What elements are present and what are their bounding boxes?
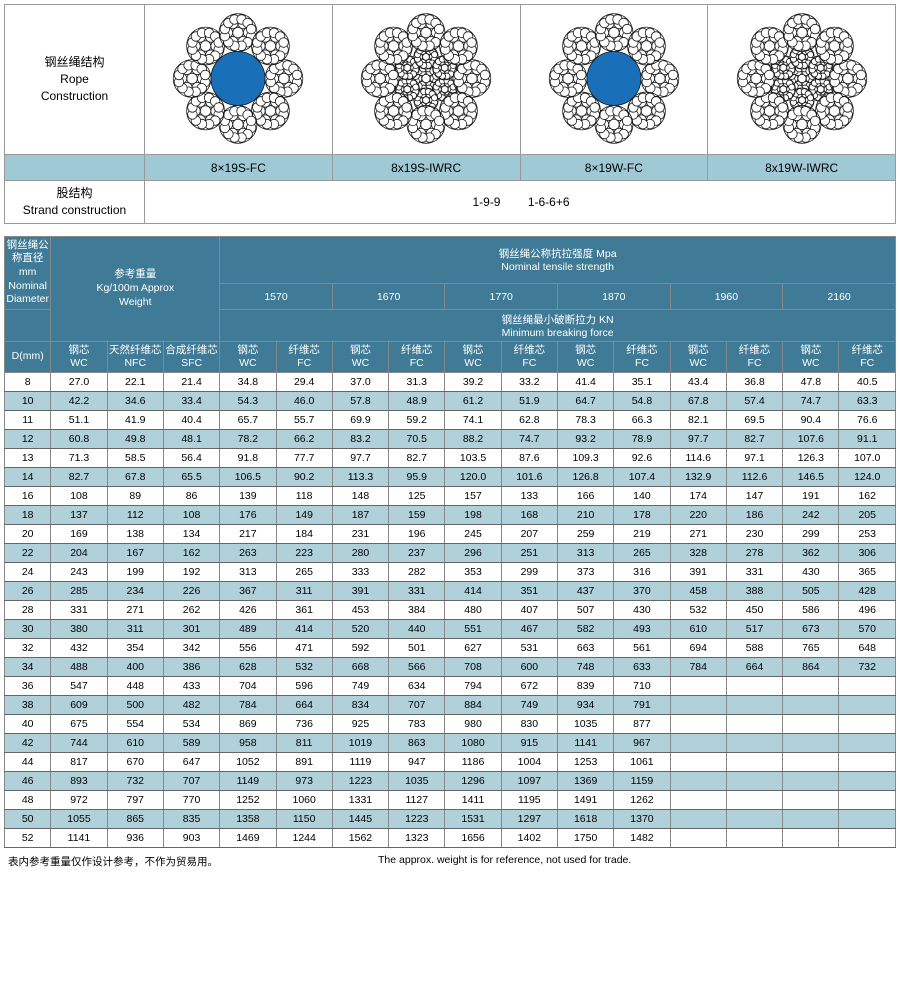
footnote-en: The approx. weight is for reference, not…: [378, 854, 631, 869]
rope-type-2: 8×19W-FC: [520, 155, 708, 181]
rope-cross-section-icon: [351, 11, 501, 146]
rope-diagram-cell-0: [145, 5, 333, 155]
rope-type-1: 8x19S-IWRC: [332, 155, 520, 181]
table-row: 3448840038662853266856670860074863378466…: [5, 658, 896, 677]
hdr-tensile: 钢丝绳公称抗拉强度 Mpa Nominal tensile strength: [220, 236, 896, 284]
table-row: 2424319919231326533328235329937331639133…: [5, 563, 896, 582]
table-row: 827.022.121.434.829.437.031.339.233.241.…: [5, 373, 896, 392]
rope-construction-label: 钢丝绳结构 Rope Construction: [5, 5, 145, 155]
rope-cross-section-icon: [163, 11, 313, 146]
footnote-cn: 表内参考重量仅作设计参考，不作为贸易用。: [8, 854, 218, 869]
table-row: 2016913813421718423119624520725921927123…: [5, 525, 896, 544]
table-row: 1610889861391181481251571331661401741471…: [5, 487, 896, 506]
tensile-3: 1870: [558, 284, 671, 309]
tensile-0: 1570: [220, 284, 333, 309]
hdr-weight: 参考重量 Kg/100m Approx Weight: [51, 236, 220, 341]
table-row: 2220416716226322328023729625131326532827…: [5, 544, 896, 563]
table-row: 2628523422636731139133141435143737045838…: [5, 582, 896, 601]
table-row: 4481767064710528911119947118610041253106…: [5, 753, 896, 772]
table-row: 1482.767.865.5106.590.2113.395.9120.0101…: [5, 468, 896, 487]
rope-diagram-cell-2: [520, 5, 708, 155]
table-row: 2833127126242636145338448040750743053245…: [5, 601, 896, 620]
hdr-breaking: 钢丝绳最小破断拉力 KN Minimum breaking force: [220, 309, 896, 341]
tensile-5: 2160: [783, 284, 896, 309]
table-row: 36547448433704596749634794672839710: [5, 677, 896, 696]
rope-cross-section-icon: [539, 11, 689, 146]
rope-diagram-cell-1: [332, 5, 520, 155]
table-row: 4689373270711499731223103512961097136911…: [5, 772, 896, 791]
tensile-4: 1960: [670, 284, 783, 309]
table-row: 3038031130148941452044055146758249361051…: [5, 620, 896, 639]
rope-type-0: 8×19S-FC: [145, 155, 333, 181]
table-row: 1813711210817614918715919816821017822018…: [5, 506, 896, 525]
table-row: 4897279777012521060133111271411119514911…: [5, 791, 896, 810]
table-row: 1042.234.633.454.346.057.848.961.251.964…: [5, 392, 896, 411]
table-row: 406755545348697369257839808301035877: [5, 715, 896, 734]
strand-values: 1-9-9 1-6-6+6: [145, 181, 896, 224]
footnote: 表内参考重量仅作设计参考，不作为贸易用。 The approx. weight …: [4, 854, 896, 869]
table-row: 38609500482784664834707884749934791: [5, 696, 896, 715]
strand-construction-label: 股结构 Strand construction: [5, 181, 145, 224]
table-row: 1371.358.556.491.877.797.782.7103.587.61…: [5, 449, 896, 468]
table-row: 5211419369031469124415621323165614021750…: [5, 829, 896, 848]
table-row: 3243235434255647159250162753166356169458…: [5, 639, 896, 658]
tensile-1: 1670: [332, 284, 445, 309]
tensile-2: 1770: [445, 284, 558, 309]
construction-table: 钢丝绳结构 Rope Construction 8×19S-FC 8x19S-I…: [4, 4, 896, 224]
rope-type-3: 8x19W-IWRC: [708, 155, 896, 181]
rope-diagram-cell-3: [708, 5, 896, 155]
table-row: 1260.849.848.178.266.283.270.588.274.793…: [5, 430, 896, 449]
rope-cross-section-icon: [727, 11, 877, 146]
data-table: 钢丝绳公称直径mm Nominal Diameter 参考重量 Kg/100m …: [4, 236, 896, 848]
table-row: 1151.141.940.465.755.769.959.274.162.878…: [5, 411, 896, 430]
table-row: 42744610589958811101986310809151141967: [5, 734, 896, 753]
hdr-diameter: 钢丝绳公称直径mm Nominal Diameter: [5, 236, 51, 309]
table-row: 5010558658351358115014451223153112971618…: [5, 810, 896, 829]
